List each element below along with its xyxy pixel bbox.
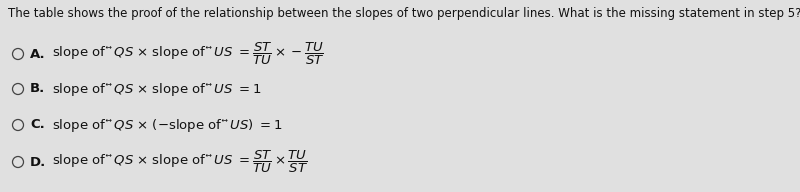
Text: C.: C. [30, 118, 45, 132]
Text: B.: B. [30, 83, 46, 95]
Text: A.: A. [30, 47, 46, 60]
Text: D.: D. [30, 156, 46, 169]
Text: slope of $\overleftrightarrow{QS}$ $\times$ $(-$slope of $\overleftrightarrow{US: slope of $\overleftrightarrow{QS}$ $\tim… [52, 117, 283, 133]
Text: slope of $\overleftrightarrow{QS}$ $\times$ slope of $\overleftrightarrow{US}$ $: slope of $\overleftrightarrow{QS}$ $\tim… [52, 80, 262, 98]
Text: The table shows the proof of the relationship between the slopes of two perpendi: The table shows the proof of the relatio… [8, 7, 800, 20]
Text: slope of $\overleftrightarrow{QS}$ $\times$ slope of $\overleftrightarrow{US}$ $: slope of $\overleftrightarrow{QS}$ $\tim… [52, 41, 325, 67]
Text: slope of $\overleftrightarrow{QS}$ $\times$ slope of $\overleftrightarrow{US}$ $: slope of $\overleftrightarrow{QS}$ $\tim… [52, 149, 308, 175]
